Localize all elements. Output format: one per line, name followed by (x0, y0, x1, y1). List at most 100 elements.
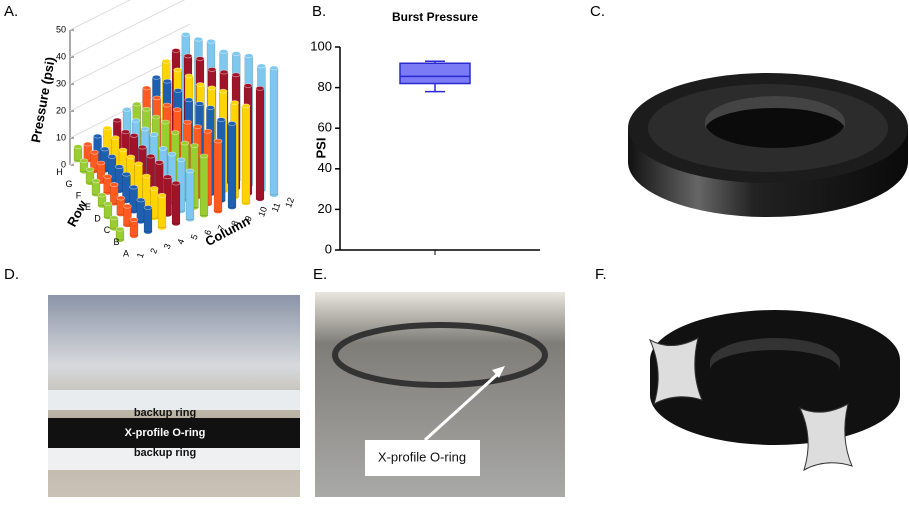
bar-top (218, 88, 228, 94)
y-tick-label: 80 (318, 79, 332, 94)
y-tick-label: 60 (318, 120, 332, 135)
column-label: 6 (202, 228, 213, 236)
ring-inner (710, 338, 840, 370)
label-box (365, 440, 480, 476)
z-tick-label: 30 (56, 78, 66, 88)
bar-top (184, 97, 194, 103)
column-label: 11 (270, 201, 283, 213)
arrow-head (492, 366, 505, 378)
bar-top (122, 107, 132, 112)
bar-top (152, 95, 162, 101)
panel-c-torus (628, 73, 908, 217)
panel-label: E. (313, 266, 327, 283)
cross-section (648, 337, 703, 406)
panel-label: B. (312, 3, 326, 20)
bar-top (83, 141, 93, 147)
bar-top (158, 146, 168, 151)
bar-top (257, 63, 266, 69)
column-label: 9 (243, 215, 254, 223)
bar-top (121, 129, 130, 135)
bar-top (162, 78, 172, 84)
bar-top (176, 157, 186, 163)
bar-top (122, 171, 131, 177)
z-tick-label: 50 (56, 24, 66, 34)
bar-top (131, 118, 141, 123)
bar-top (173, 88, 183, 93)
bar-top (227, 121, 237, 126)
box (399, 62, 471, 85)
bar-top (219, 49, 228, 54)
bar-top (244, 53, 254, 59)
bar-top (116, 195, 126, 201)
panel-label: A. (4, 3, 18, 20)
bar-top (100, 146, 110, 152)
bar-top (134, 161, 143, 167)
bar-top (183, 53, 193, 59)
bar-top (149, 186, 159, 191)
bar-top (109, 182, 119, 187)
bar-top (171, 180, 181, 186)
bar-top (132, 101, 142, 107)
torus-inner (705, 96, 845, 130)
grid-line (69, 23, 191, 85)
grid-line (69, 0, 186, 58)
panel-b: Burst Pressure PSI 0 20 40 60 80 100 (310, 10, 540, 256)
panel-e-photo: X-profile O-ring (315, 292, 565, 497)
bar-top (173, 67, 182, 73)
bar-top (230, 100, 239, 105)
panel-label: C. (590, 3, 605, 20)
bar-top (151, 114, 161, 120)
column-label: 4 (175, 238, 186, 246)
bar-top (206, 38, 216, 44)
bar-top (255, 86, 265, 91)
bar-top (157, 193, 167, 198)
bar-top (152, 75, 161, 80)
label: backup ring (134, 407, 196, 419)
bar (157, 195, 167, 228)
backup-ring (48, 448, 300, 470)
bar-top (172, 107, 182, 112)
bar-top (107, 154, 117, 159)
bar-top (161, 58, 171, 64)
bar-top (79, 158, 89, 164)
bar-top (195, 56, 205, 61)
bar-top (194, 36, 203, 42)
bar-top (213, 138, 223, 144)
panel-label: F. (595, 266, 607, 283)
bar-top (146, 153, 156, 159)
bar-top (129, 217, 139, 222)
bar (185, 170, 195, 220)
bar-top (114, 164, 124, 169)
bar-top (241, 103, 251, 109)
bar-top (115, 226, 125, 232)
bar (269, 67, 279, 196)
bar (227, 123, 237, 208)
bar-top (73, 144, 83, 149)
panel-labels: A. B. C. D. E. F. (4, 3, 607, 283)
bar-top (206, 105, 215, 110)
z-tick-label: 20 (56, 105, 66, 115)
bar-top (91, 178, 101, 184)
bar-top (143, 205, 153, 210)
bar-top (207, 67, 217, 72)
bar-top (184, 73, 194, 79)
bar-top (140, 126, 150, 132)
label: X-profile O-ring (378, 449, 466, 464)
bar-top (269, 65, 279, 71)
bar-top (231, 51, 241, 56)
bar-top (199, 153, 209, 159)
o-ring (48, 418, 300, 448)
y-tick-label: 40 (318, 160, 332, 175)
bar-top (138, 144, 147, 150)
bar-top (219, 69, 229, 75)
column-label: 10 (256, 205, 269, 218)
bar-top (112, 117, 122, 123)
arrow (423, 370, 502, 442)
bar-top (190, 143, 199, 148)
z-axis-label: Pressure (psi) (28, 56, 58, 144)
row-label: B (113, 237, 119, 247)
z-tick-label: 40 (56, 51, 66, 61)
backup-ring (48, 390, 300, 410)
panel-label: D. (4, 266, 19, 283)
